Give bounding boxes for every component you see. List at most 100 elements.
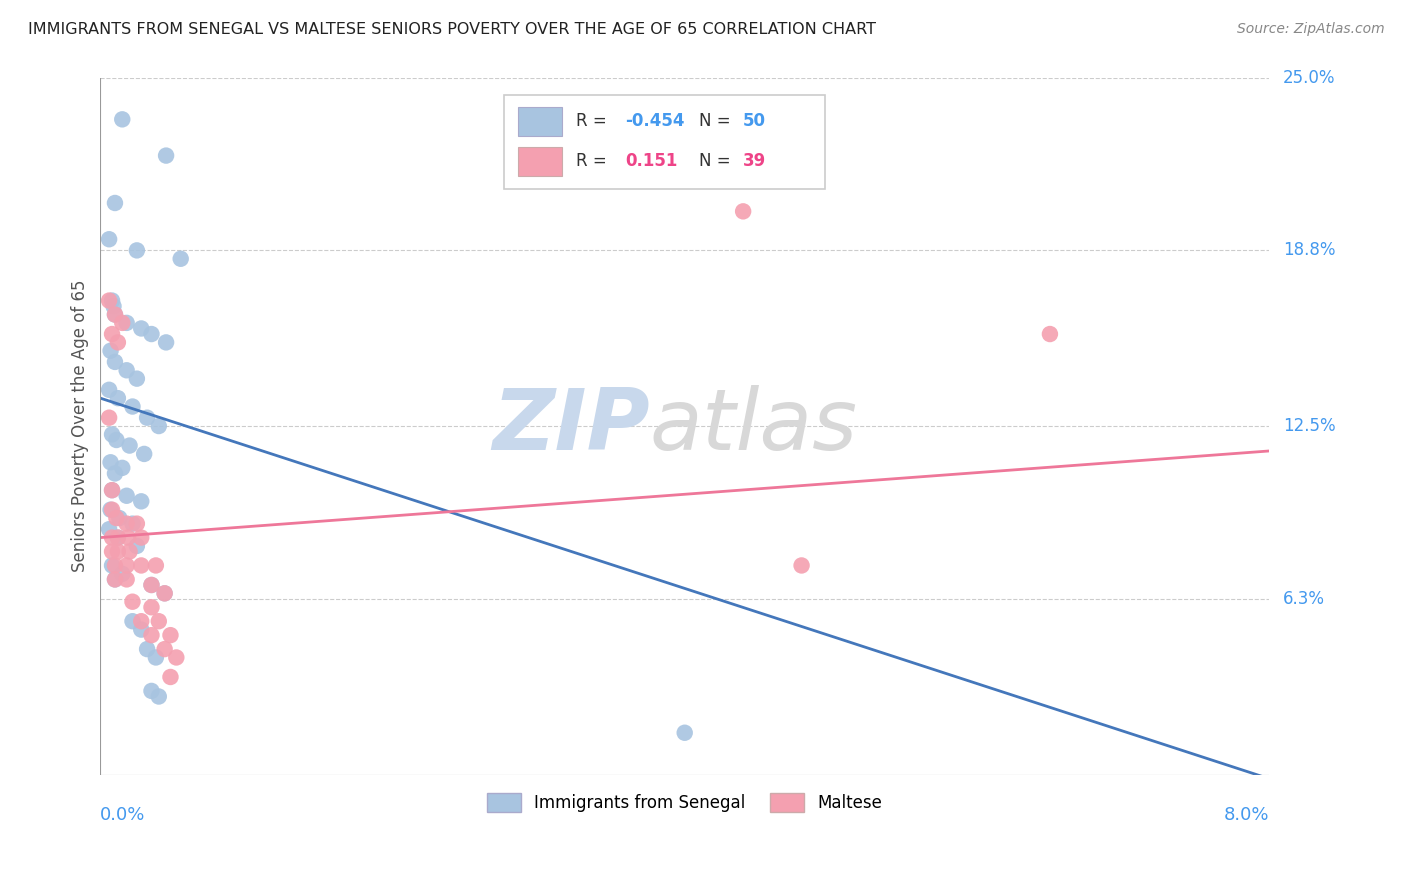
FancyBboxPatch shape (517, 146, 562, 176)
Point (104, 573, 127, 587)
Point (129, 558, 152, 573)
Point (121, 516, 143, 531)
Text: R =: R = (576, 112, 612, 130)
Point (104, 308, 127, 322)
Point (104, 308, 127, 322)
Point (790, 558, 813, 573)
Point (148, 690, 170, 704)
Point (98, 293, 121, 308)
Point (153, 586, 176, 600)
Point (121, 400, 143, 414)
Point (125, 244, 148, 258)
Point (101, 293, 124, 308)
Point (153, 642, 176, 657)
Point (101, 502, 124, 516)
Text: 0.0%: 0.0% (100, 806, 146, 824)
Point (108, 511, 131, 525)
Point (101, 427, 124, 442)
Point (733, 204, 755, 219)
Point (125, 539, 148, 553)
Point (141, 326, 163, 341)
Text: 39: 39 (744, 153, 766, 170)
Text: ZIP: ZIP (492, 384, 650, 467)
Text: N =: N = (699, 112, 735, 130)
Point (141, 628, 163, 642)
Point (115, 516, 138, 531)
Point (170, 252, 193, 266)
Point (100, 343, 122, 358)
Point (1331, 566, 1354, 581)
Point (107, 531, 129, 545)
Text: 50: 50 (744, 112, 766, 130)
Point (118, 439, 141, 453)
Text: IMMIGRANTS FROM SENEGAL VS MALTESE SENIORS POVERTY OVER THE AGE OF 65 CORRELATIO: IMMIGRANTS FROM SENEGAL VS MALTESE SENIO… (28, 22, 876, 37)
Point (159, 670, 181, 684)
Point (101, 483, 124, 498)
Point (125, 516, 148, 531)
Point (115, 558, 138, 573)
Point (100, 502, 122, 516)
Point (107, 544, 129, 558)
FancyBboxPatch shape (517, 107, 562, 136)
Text: 12.5%: 12.5% (1284, 417, 1336, 435)
Point (104, 196, 127, 211)
Point (148, 419, 170, 434)
Point (673, 725, 696, 739)
Point (115, 316, 138, 330)
Point (101, 558, 124, 573)
Point (104, 467, 127, 481)
Point (111, 461, 134, 475)
Point (103, 299, 125, 313)
Point (98, 410, 121, 425)
Point (141, 578, 163, 592)
Point (115, 489, 138, 503)
Text: atlas: atlas (650, 384, 858, 467)
Text: 6.3%: 6.3% (1284, 590, 1324, 608)
Point (141, 578, 163, 592)
Point (121, 595, 143, 609)
Point (118, 544, 141, 558)
Text: -0.454: -0.454 (626, 112, 685, 130)
Point (107, 335, 129, 350)
Point (155, 335, 177, 350)
Point (136, 642, 159, 657)
Point (129, 623, 152, 637)
Point (141, 600, 163, 615)
Point (129, 494, 152, 508)
Point (145, 558, 167, 573)
Point (111, 316, 134, 330)
Point (134, 447, 156, 461)
Point (111, 112, 134, 127)
Point (153, 586, 176, 600)
Point (129, 531, 152, 545)
Point (98, 522, 121, 536)
Point (101, 326, 124, 341)
Point (159, 628, 181, 642)
Point (148, 614, 170, 628)
Point (117, 531, 139, 545)
Text: R =: R = (576, 153, 612, 170)
Text: 8.0%: 8.0% (1223, 806, 1270, 824)
Point (141, 684, 163, 698)
Point (105, 433, 128, 447)
Point (125, 371, 148, 385)
Point (111, 566, 134, 581)
Point (129, 614, 152, 628)
Point (107, 391, 129, 405)
Text: 0.151: 0.151 (626, 153, 678, 170)
Point (104, 355, 127, 369)
Text: Source: ZipAtlas.com: Source: ZipAtlas.com (1237, 22, 1385, 37)
FancyBboxPatch shape (503, 95, 825, 189)
Point (129, 321, 152, 335)
Point (115, 573, 138, 587)
Point (115, 363, 138, 377)
Point (136, 410, 159, 425)
Point (105, 511, 128, 525)
Text: N =: N = (699, 153, 735, 170)
Point (101, 544, 124, 558)
Legend: Immigrants from Senegal, Maltese: Immigrants from Senegal, Maltese (481, 786, 889, 819)
Text: 25.0%: 25.0% (1284, 69, 1336, 87)
Point (101, 531, 124, 545)
Point (107, 531, 129, 545)
Point (145, 650, 167, 665)
